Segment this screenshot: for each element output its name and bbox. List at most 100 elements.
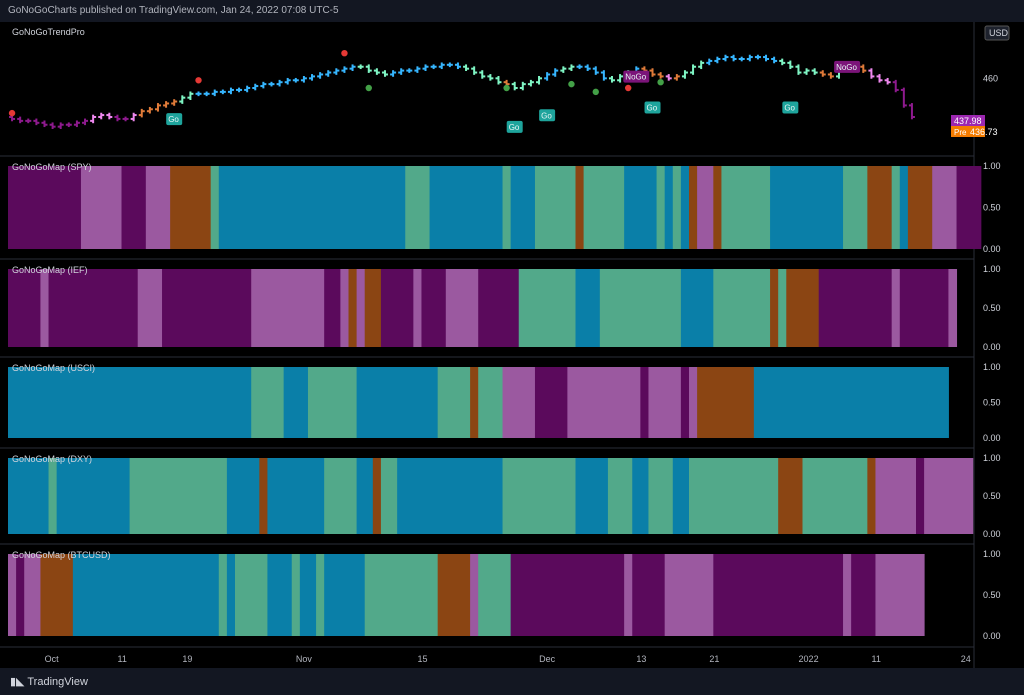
last-price-label: 437.98 [954, 116, 982, 126]
pre-label: Pre [954, 128, 967, 137]
gonogo-segment [640, 367, 649, 438]
gonogo-segment [218, 554, 228, 636]
gonogo-segment [267, 554, 293, 636]
gonogo-segment [843, 166, 868, 249]
gonogo-segment [899, 166, 909, 249]
go-marker [166, 113, 183, 126]
gonogo-segment [24, 554, 41, 636]
gonogo-segment [607, 458, 633, 534]
gonogo-segment [689, 458, 779, 534]
gonogo-segment [875, 554, 925, 636]
map-axis-tick: 0.00 [983, 244, 1001, 254]
gonogo-segment [624, 166, 658, 249]
gonogo-segment [502, 166, 512, 249]
nogo-marker-label: NoGo [625, 73, 646, 82]
map-axis-tick: 0.50 [983, 590, 1001, 600]
gonogo-segment [445, 269, 479, 347]
gonogo-segment [648, 458, 674, 534]
gonogo-segment [851, 554, 876, 636]
gonogo-segment [575, 166, 585, 249]
gonogo-segment [470, 367, 479, 438]
gonogo-segment [56, 458, 131, 534]
gonogo-segment [672, 166, 682, 249]
gonogo-segment [697, 166, 714, 249]
gonogo-segment [778, 269, 787, 347]
gonogo-segment [575, 269, 601, 347]
time-axis-label: 19 [182, 654, 192, 664]
gonogo-segment [575, 458, 609, 534]
map-axis-tick: 0.00 [983, 529, 1001, 539]
gonogo-segment [689, 367, 698, 438]
gonogo-segment [770, 269, 779, 347]
gonogo-segment [502, 367, 536, 438]
signal-dot [341, 50, 348, 57]
gonogo-segment [907, 166, 933, 249]
map-pane-title: GoNoGoMap (USCI) [12, 363, 95, 373]
map-axis-tick: 1.00 [983, 161, 1001, 171]
gonogo-segment [356, 269, 366, 347]
gonogo-segment [721, 166, 771, 249]
gonogo-segment [624, 554, 633, 636]
price-tick: 460 [983, 73, 998, 83]
gonogo-segment [470, 554, 479, 636]
gonogo-segment [129, 458, 228, 534]
gonogo-segment [348, 269, 358, 347]
nogo-marker-label: NoGo [836, 63, 857, 72]
map-axis-tick: 1.00 [983, 549, 1001, 559]
publisher-text: GoNoGoCharts published on TradingView.co… [8, 5, 339, 16]
nogo-marker [623, 70, 650, 83]
map-pane-title: GoNoGoMap (SPY) [12, 162, 92, 172]
map-pane-title: GoNoGoMap (IEF) [12, 265, 88, 275]
gonogo-segment [364, 269, 382, 347]
go-marker [539, 109, 556, 122]
gonogo-segment [324, 458, 358, 534]
tradingview-footer: ▮◣ TradingView [0, 668, 1024, 695]
gonogo-segment [40, 554, 74, 636]
gonogo-segment [956, 166, 982, 249]
map-axis-tick: 0.50 [983, 203, 1001, 213]
gonogo-segment [518, 269, 576, 347]
publisher-header: GoNoGoCharts published on TradingView.co… [0, 0, 1024, 22]
go-marker-label: Go [509, 123, 520, 132]
gonogo-segment [170, 166, 212, 249]
gonogo-segment [713, 269, 771, 347]
gonogo-segment [916, 458, 925, 534]
gonogo-segment [510, 554, 625, 636]
gonogo-segment [713, 554, 844, 636]
gonogo-segment [364, 554, 439, 636]
gonogo-segment [251, 269, 325, 347]
gonogo-segment [437, 554, 471, 636]
time-axis-label: 11 [872, 654, 881, 664]
gonogo-segment [891, 269, 901, 347]
gonogo-segment [210, 166, 220, 249]
gonogo-segment [299, 554, 317, 636]
time-axis-label: 15 [418, 654, 428, 664]
gonogo-segment [80, 166, 122, 249]
time-axis-label: 2022 [799, 654, 819, 664]
gonogo-segment [48, 269, 139, 347]
gonogo-segment [421, 269, 447, 347]
time-axis-label: 11 [118, 654, 127, 664]
time-axis-label: 13 [636, 654, 646, 664]
pre-price-label: 436.73 [970, 127, 998, 137]
gonogo-segment [162, 269, 252, 347]
chart-area[interactable]: GoNoGoTrendPro USD 460 Go Go Go NoGo Go Go NoGo 43… [0, 22, 1024, 668]
go-marker [782, 101, 799, 114]
map-axis-tick: 0.50 [983, 398, 1001, 408]
gonogo-segment [380, 458, 398, 534]
last-price-box [951, 115, 985, 126]
go-marker-label: Go [541, 111, 552, 120]
gonogo-segment [48, 458, 58, 534]
gonogo-segment [648, 367, 682, 438]
gonogo-segment [137, 269, 163, 347]
gonogo-segment [307, 367, 358, 438]
gonogo-segment [316, 554, 325, 636]
gonogo-segment [356, 458, 374, 534]
gonogo-segment [145, 166, 171, 249]
gonogo-segment [875, 458, 917, 534]
gonogo-segment [818, 269, 893, 347]
tradingview-brand[interactable]: ▮◣ TradingView [10, 676, 88, 688]
gonogo-segment [713, 166, 722, 249]
gonogo-segment [680, 367, 690, 438]
map-axis-tick: 1.00 [983, 453, 1001, 463]
